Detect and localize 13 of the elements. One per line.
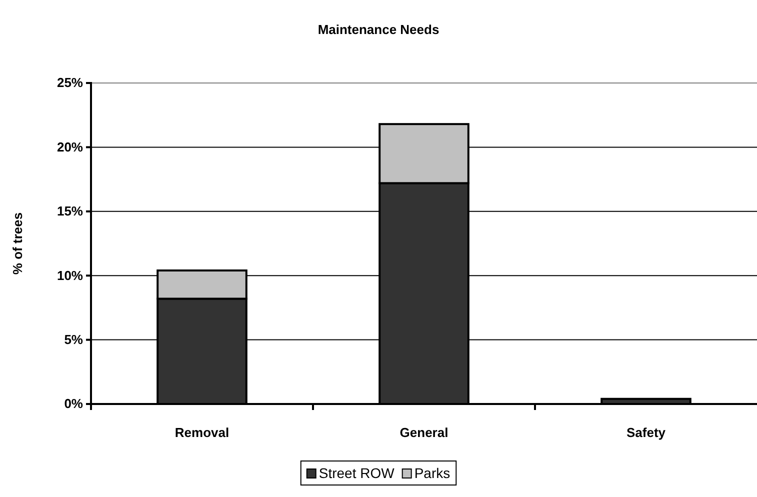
chart-title: Maintenance Needs <box>318 22 440 37</box>
y-tick-label: 15% <box>56 204 84 219</box>
y-tick-label: 5% <box>64 332 84 347</box>
y-tick-label: 0% <box>64 396 84 412</box>
legend-label: Street ROW <box>318 465 396 481</box>
x-tick-label: Safety <box>626 425 666 440</box>
y-tick-label: 25% <box>56 75 84 90</box>
y-axis-title: % of trees <box>10 212 25 275</box>
x-tick-label: Removal <box>174 425 230 440</box>
y-tick-label: 10% <box>56 268 84 283</box>
legend-label: Parks <box>414 465 450 481</box>
y-tick-label: 20% <box>56 139 84 154</box>
x-tick-label: General <box>400 425 448 440</box>
